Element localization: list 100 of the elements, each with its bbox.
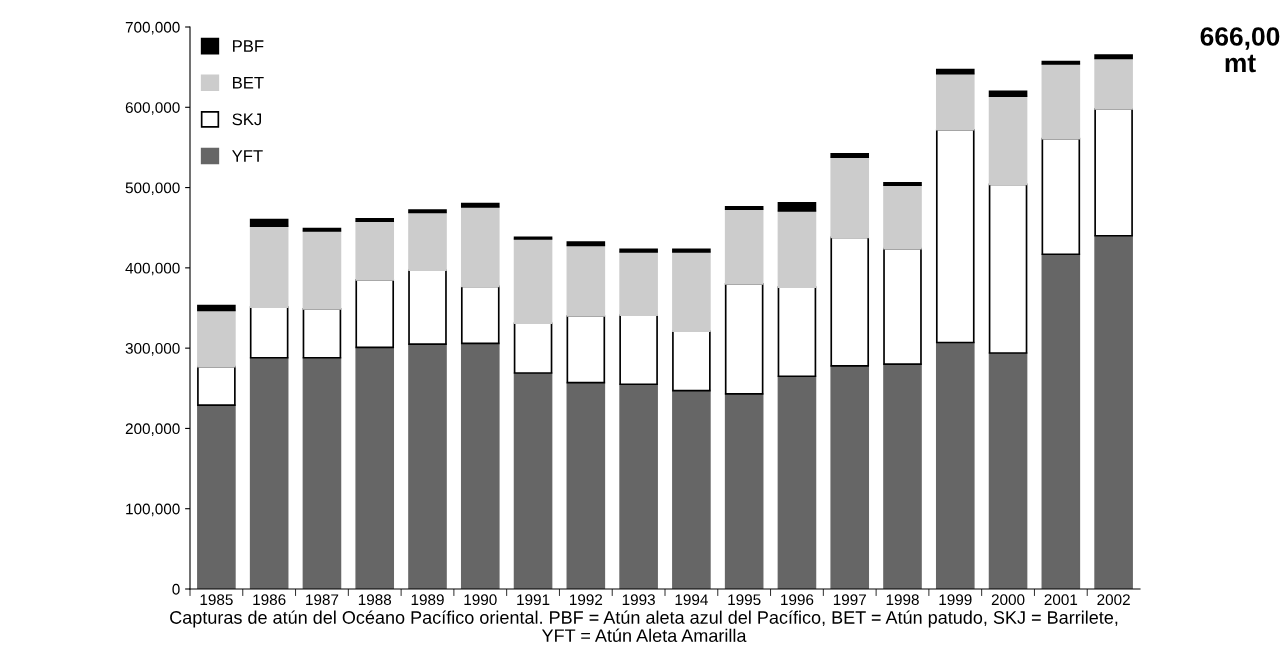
x-tick-label: 2000 bbox=[991, 594, 1025, 606]
bar bbox=[988, 183, 1028, 354]
bar bbox=[672, 389, 711, 589]
bar bbox=[1094, 234, 1133, 589]
legend-label: BET bbox=[233, 76, 264, 89]
bar bbox=[408, 343, 447, 589]
bar bbox=[249, 356, 289, 589]
y-tick-label: 700,000 bbox=[125, 21, 180, 35]
text: Capturas de atún del Océano Pacífico oriental. PBF = Atún aleta azul del Pacífico, BET = Atún patudo, SKJ = Barrilete, YFT = Atún Aleta Amarilla bbox=[170, 610, 1118, 643]
x-tick-label: 1987 bbox=[306, 594, 339, 606]
bar bbox=[460, 342, 500, 589]
bar bbox=[197, 404, 236, 589]
bar bbox=[883, 181, 922, 186]
x-tick-label: 1990 bbox=[464, 594, 497, 606]
bar bbox=[777, 201, 817, 212]
bar bbox=[830, 156, 870, 239]
bar bbox=[883, 363, 922, 589]
bar bbox=[513, 372, 553, 589]
x-tick-label: 1989 bbox=[411, 594, 444, 606]
bar bbox=[460, 285, 500, 345]
bar bbox=[1041, 137, 1081, 256]
bar bbox=[460, 202, 500, 208]
bar bbox=[724, 393, 764, 589]
legend-label: PBF bbox=[233, 40, 264, 52]
bar bbox=[672, 248, 711, 253]
bar bbox=[197, 309, 236, 368]
bar bbox=[724, 206, 764, 211]
bar bbox=[513, 322, 553, 374]
x-tick-label: 1999 bbox=[939, 594, 972, 606]
bar bbox=[1041, 60, 1081, 65]
y-tick-label: 200,000 bbox=[125, 423, 180, 436]
bar bbox=[1094, 54, 1133, 60]
y-tick-label: 300,000 bbox=[125, 343, 180, 356]
bar bbox=[249, 218, 289, 227]
bar bbox=[672, 330, 711, 392]
x-tick-label: 1986 bbox=[253, 594, 286, 606]
x-tick-label: 1998 bbox=[886, 594, 919, 606]
bar bbox=[830, 236, 870, 367]
bar bbox=[935, 72, 975, 131]
bar bbox=[672, 250, 711, 333]
bar bbox=[619, 248, 658, 253]
bar bbox=[777, 210, 817, 288]
x-tick-label: 2001 bbox=[1044, 594, 1078, 606]
bar bbox=[197, 304, 236, 312]
x-tick-label: 1991 bbox=[517, 594, 550, 606]
bar bbox=[302, 307, 342, 359]
bar bbox=[724, 283, 764, 395]
text: 666,00 mt bbox=[1200, 27, 1280, 73]
bar bbox=[1041, 63, 1081, 140]
bar bbox=[1041, 253, 1081, 589]
bar bbox=[249, 225, 289, 309]
bar bbox=[302, 230, 342, 310]
bar bbox=[566, 315, 606, 384]
x-tick-label: 1992 bbox=[570, 594, 603, 606]
bar bbox=[830, 153, 870, 158]
x-tick-label: 1997 bbox=[833, 594, 866, 606]
bar bbox=[302, 227, 342, 232]
bar bbox=[883, 184, 922, 250]
bar bbox=[249, 306, 289, 359]
bar bbox=[408, 211, 447, 272]
bar bbox=[883, 247, 922, 366]
bar bbox=[460, 206, 500, 288]
bar bbox=[724, 208, 764, 285]
y-tick-label: 400,000 bbox=[125, 262, 180, 276]
bar bbox=[619, 250, 658, 317]
legend-label: YFT bbox=[232, 150, 263, 162]
bar bbox=[302, 356, 342, 589]
x-tick-label: 1985 bbox=[200, 594, 233, 606]
bar bbox=[935, 341, 975, 589]
bar bbox=[988, 352, 1028, 589]
bar bbox=[935, 128, 975, 344]
bar bbox=[355, 279, 395, 349]
bar bbox=[566, 241, 606, 247]
bar bbox=[355, 220, 395, 281]
bar bbox=[355, 346, 395, 589]
x-tick-label: 2002 bbox=[1097, 594, 1130, 606]
x-tick-label: 1994 bbox=[675, 594, 708, 606]
x-tick-label: 1988 bbox=[358, 594, 392, 606]
x-tick-label: 1993 bbox=[622, 594, 655, 606]
bar bbox=[988, 90, 1028, 97]
legend-label: SKJ bbox=[232, 113, 261, 126]
bar bbox=[566, 244, 606, 317]
x-tick-label: 1995 bbox=[728, 594, 761, 606]
bar bbox=[935, 68, 975, 75]
y-tick-label: 600,000 bbox=[125, 102, 180, 115]
bar bbox=[408, 209, 447, 214]
bar bbox=[830, 364, 870, 589]
bar bbox=[408, 269, 447, 345]
y-tick-label: 100,000 bbox=[126, 503, 180, 517]
bar bbox=[566, 381, 606, 589]
bar bbox=[619, 314, 658, 386]
bar bbox=[197, 365, 236, 406]
x-tick-label: 1996 bbox=[781, 594, 814, 606]
y-tick-label: 500,000 bbox=[125, 182, 180, 196]
bar bbox=[513, 238, 553, 325]
bar bbox=[619, 383, 658, 589]
bar bbox=[988, 95, 1028, 186]
bar bbox=[777, 286, 817, 378]
bar bbox=[355, 218, 395, 223]
bar bbox=[1094, 108, 1133, 237]
